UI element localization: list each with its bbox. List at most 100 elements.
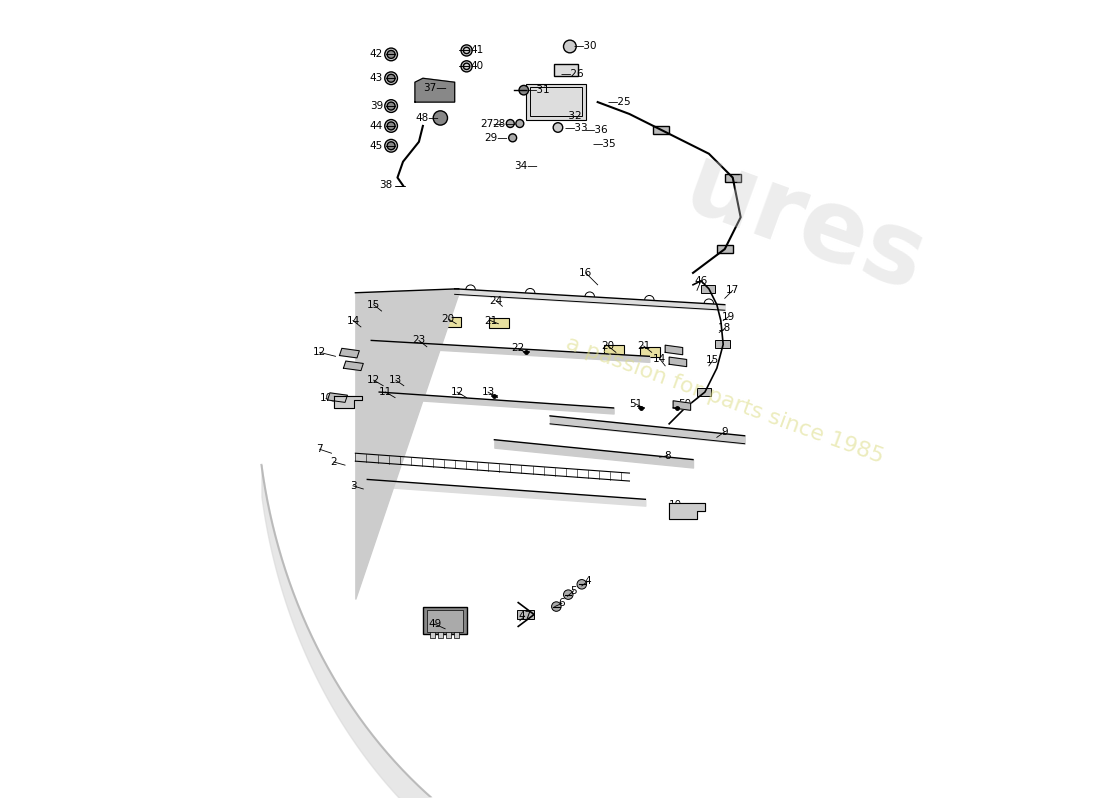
Circle shape [508,134,517,142]
Polygon shape [666,345,683,354]
Text: —35: —35 [592,139,616,149]
Bar [715,341,729,348]
Text: 50: 50 [679,399,692,409]
Text: 13: 13 [482,387,495,397]
Text: 11: 11 [378,387,393,397]
Text: 16: 16 [579,268,593,278]
Circle shape [387,102,395,110]
Polygon shape [415,78,454,102]
Polygon shape [328,393,348,402]
Circle shape [387,122,395,130]
Bar [701,285,715,293]
Text: 9: 9 [722,426,728,437]
Text: 12: 12 [450,387,464,397]
Text: 20: 20 [602,341,615,351]
Text: 43: 43 [370,74,383,83]
Text: 47: 47 [518,611,531,621]
Circle shape [385,119,397,132]
Text: 20: 20 [442,314,455,324]
Circle shape [387,142,395,150]
Text: 4: 4 [585,576,592,586]
Circle shape [385,72,397,85]
Text: 46: 46 [694,276,707,286]
Text: 21: 21 [484,315,497,326]
Text: 38: 38 [379,181,393,190]
Bar [717,245,733,253]
Text: 40: 40 [471,62,484,71]
Circle shape [461,45,472,56]
Bar [430,632,434,638]
Text: 19: 19 [722,311,736,322]
Text: 15: 15 [367,300,381,310]
Text: 21: 21 [637,341,650,351]
Polygon shape [340,348,360,358]
Circle shape [385,48,397,61]
Circle shape [433,111,448,125]
Text: 6: 6 [559,598,565,608]
Text: 10: 10 [319,394,332,403]
Circle shape [385,100,397,113]
Polygon shape [669,503,705,519]
Text: —36: —36 [584,125,608,135]
Text: 10: 10 [669,500,682,510]
Polygon shape [669,357,686,366]
Bar [422,606,466,634]
Text: 8: 8 [664,450,671,461]
Circle shape [387,50,395,58]
Text: 51: 51 [629,399,642,409]
Circle shape [506,119,515,127]
Bar [446,632,451,638]
Text: 3: 3 [350,481,356,490]
Text: —26: —26 [560,70,584,79]
Circle shape [519,86,529,95]
Polygon shape [343,361,363,370]
Bar [441,317,461,327]
Text: 29—: 29— [484,133,508,143]
Text: 34—: 34— [515,161,538,170]
Bar [640,346,660,357]
Bar [427,610,463,632]
Text: 39: 39 [370,101,383,111]
Text: 27—: 27— [481,118,504,129]
Circle shape [563,40,576,53]
Bar [554,64,578,76]
Bar [517,610,535,619]
Text: 24: 24 [490,296,503,306]
Text: —31: —31 [526,85,550,95]
Circle shape [461,61,472,72]
Bar [488,318,508,329]
Circle shape [385,139,397,152]
Text: a passion for parts since 1985: a passion for parts since 1985 [563,333,887,467]
Circle shape [387,74,395,82]
Bar [604,345,624,355]
Text: 12: 12 [314,347,327,358]
Text: ures: ures [671,138,937,313]
Text: 48—: 48— [415,113,439,123]
Text: 45: 45 [370,141,383,150]
Text: 14: 14 [653,354,667,364]
Text: 49: 49 [428,619,441,629]
Text: —32: —32 [559,110,582,121]
Circle shape [553,122,563,132]
Text: —30: —30 [574,42,597,51]
Text: 15: 15 [706,355,719,366]
Bar [454,632,459,638]
Text: 37—: 37— [424,82,447,93]
Circle shape [516,119,524,127]
Bar [530,87,582,116]
Text: 13: 13 [389,375,403,385]
Text: —33: —33 [564,122,587,133]
Bar [653,126,669,134]
Text: —25: —25 [608,97,631,107]
Text: 12: 12 [367,375,381,385]
Bar [697,388,712,396]
Text: 41: 41 [471,46,484,55]
Bar [438,632,442,638]
Text: 2: 2 [331,457,338,467]
Text: 17: 17 [726,286,739,295]
Text: 23: 23 [412,335,426,346]
Text: 22: 22 [512,343,525,354]
Circle shape [563,590,573,599]
Polygon shape [673,401,691,410]
Circle shape [578,579,586,589]
